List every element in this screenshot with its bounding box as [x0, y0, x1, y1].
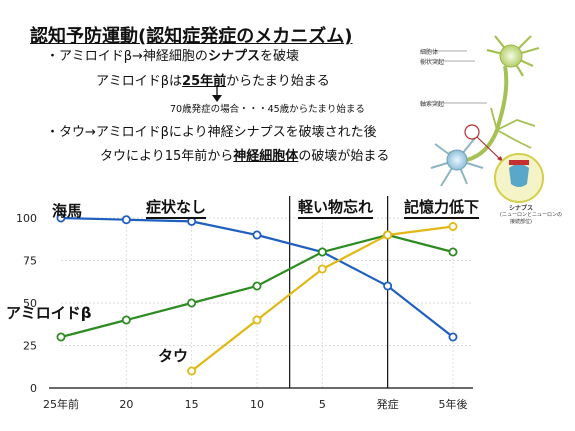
chart-series [56, 213, 458, 376]
phase-label-memory-decline: 記憶力低下 [404, 196, 480, 219]
line1-pre: ・アミロイドβ→神経細胞の [46, 49, 208, 64]
x-tick-label: 5年後 [438, 397, 467, 411]
data-point [252, 230, 262, 240]
amyloid-25-years-line: アミロイドβは25年前からたまり始まる [96, 70, 330, 89]
phase-label-no-symptoms: 症状なし [146, 196, 207, 219]
line2-emphasis: 25年前 [182, 74, 227, 89]
line1-emphasis: シナプス [207, 49, 260, 64]
label-axon: 軸索突起 [420, 101, 445, 108]
y-tick-label: 75 [23, 255, 37, 268]
amyloid-synapse-line: ・アミロイドβ→神経細胞のシナプスを破壊 [46, 45, 299, 64]
data-point [383, 281, 393, 291]
x-tick-label: 5 [319, 398, 326, 411]
label-synapse: シナプス [509, 205, 534, 212]
line5-emphasis: 神経細胞体 [233, 149, 299, 164]
x-tick-label: 15 [185, 398, 199, 411]
neuron-secondary [430, 137, 484, 187]
data-point [56, 332, 66, 342]
tau-line: ・タウ→アミロイドβにより神経シナプスを破壊された後 [46, 125, 377, 140]
synapse-marker [464, 124, 480, 140]
example-70-years-note: 70歳発症の場合・・・45歳からたまり始まる [170, 104, 365, 115]
line2-post: からたまり始まる [226, 74, 330, 89]
data-point [56, 213, 66, 223]
line5-post: の破壊が始まる [298, 149, 390, 164]
data-point [187, 298, 197, 308]
phase-label-mild-forgetfulness: 軽い物忘れ [298, 196, 374, 219]
label-synapse-sub2: 接続部位) [510, 219, 532, 225]
synapse-closeup [494, 153, 544, 203]
x-tick-label: 発症 [377, 397, 399, 411]
neuron-main [448, 35, 540, 162]
label-synapse-sub1: (ニューロンとニューロンの [500, 212, 562, 218]
data-point [187, 366, 197, 376]
phase-dividers [289, 196, 389, 388]
line5-pre: タウにより15年前から [100, 149, 234, 164]
data-point [448, 332, 458, 342]
slide-title: 認知予防運動(認知症発症のメカニズム) [30, 26, 353, 47]
data-point [252, 281, 262, 291]
down-arrow-icon [212, 85, 222, 102]
data-point [448, 247, 458, 257]
x-tick-label: 25年前 [43, 397, 79, 411]
data-point [448, 221, 458, 231]
data-point [317, 247, 327, 257]
x-tick-label: 10 [250, 398, 264, 411]
x-tick-label: 20 [119, 398, 133, 411]
line2-pre: アミロイドβは [96, 74, 183, 89]
line1-post: を破壊 [259, 49, 299, 64]
data-point [252, 315, 262, 325]
y-tick-label: 25 [23, 340, 37, 353]
series-label-hippocampus: 海馬 [52, 202, 83, 220]
y-tick-label: 0 [30, 382, 37, 395]
data-point [121, 315, 131, 325]
series-label-tau: タウ [158, 347, 189, 365]
data-point [121, 215, 131, 225]
y-tick-label: 50 [23, 297, 37, 310]
label-cell-body: 細胞体 [420, 49, 439, 56]
tau-15-years-line: タウにより15年前から神経細胞体の破壊が始まる [100, 145, 389, 164]
neuron-illustration [430, 35, 544, 203]
data-point [317, 264, 327, 274]
y-tick-label: 100 [16, 212, 37, 225]
series-label-amyloid: アミロイドβ [6, 304, 92, 322]
synapse-pointer [476, 136, 502, 161]
chart-axes: 0 25 50 75 100 25年前 20 15 10 5 発症 5年後 [16, 212, 473, 411]
data-point [383, 230, 393, 240]
label-dendrite: 樹状突起 [420, 59, 445, 66]
